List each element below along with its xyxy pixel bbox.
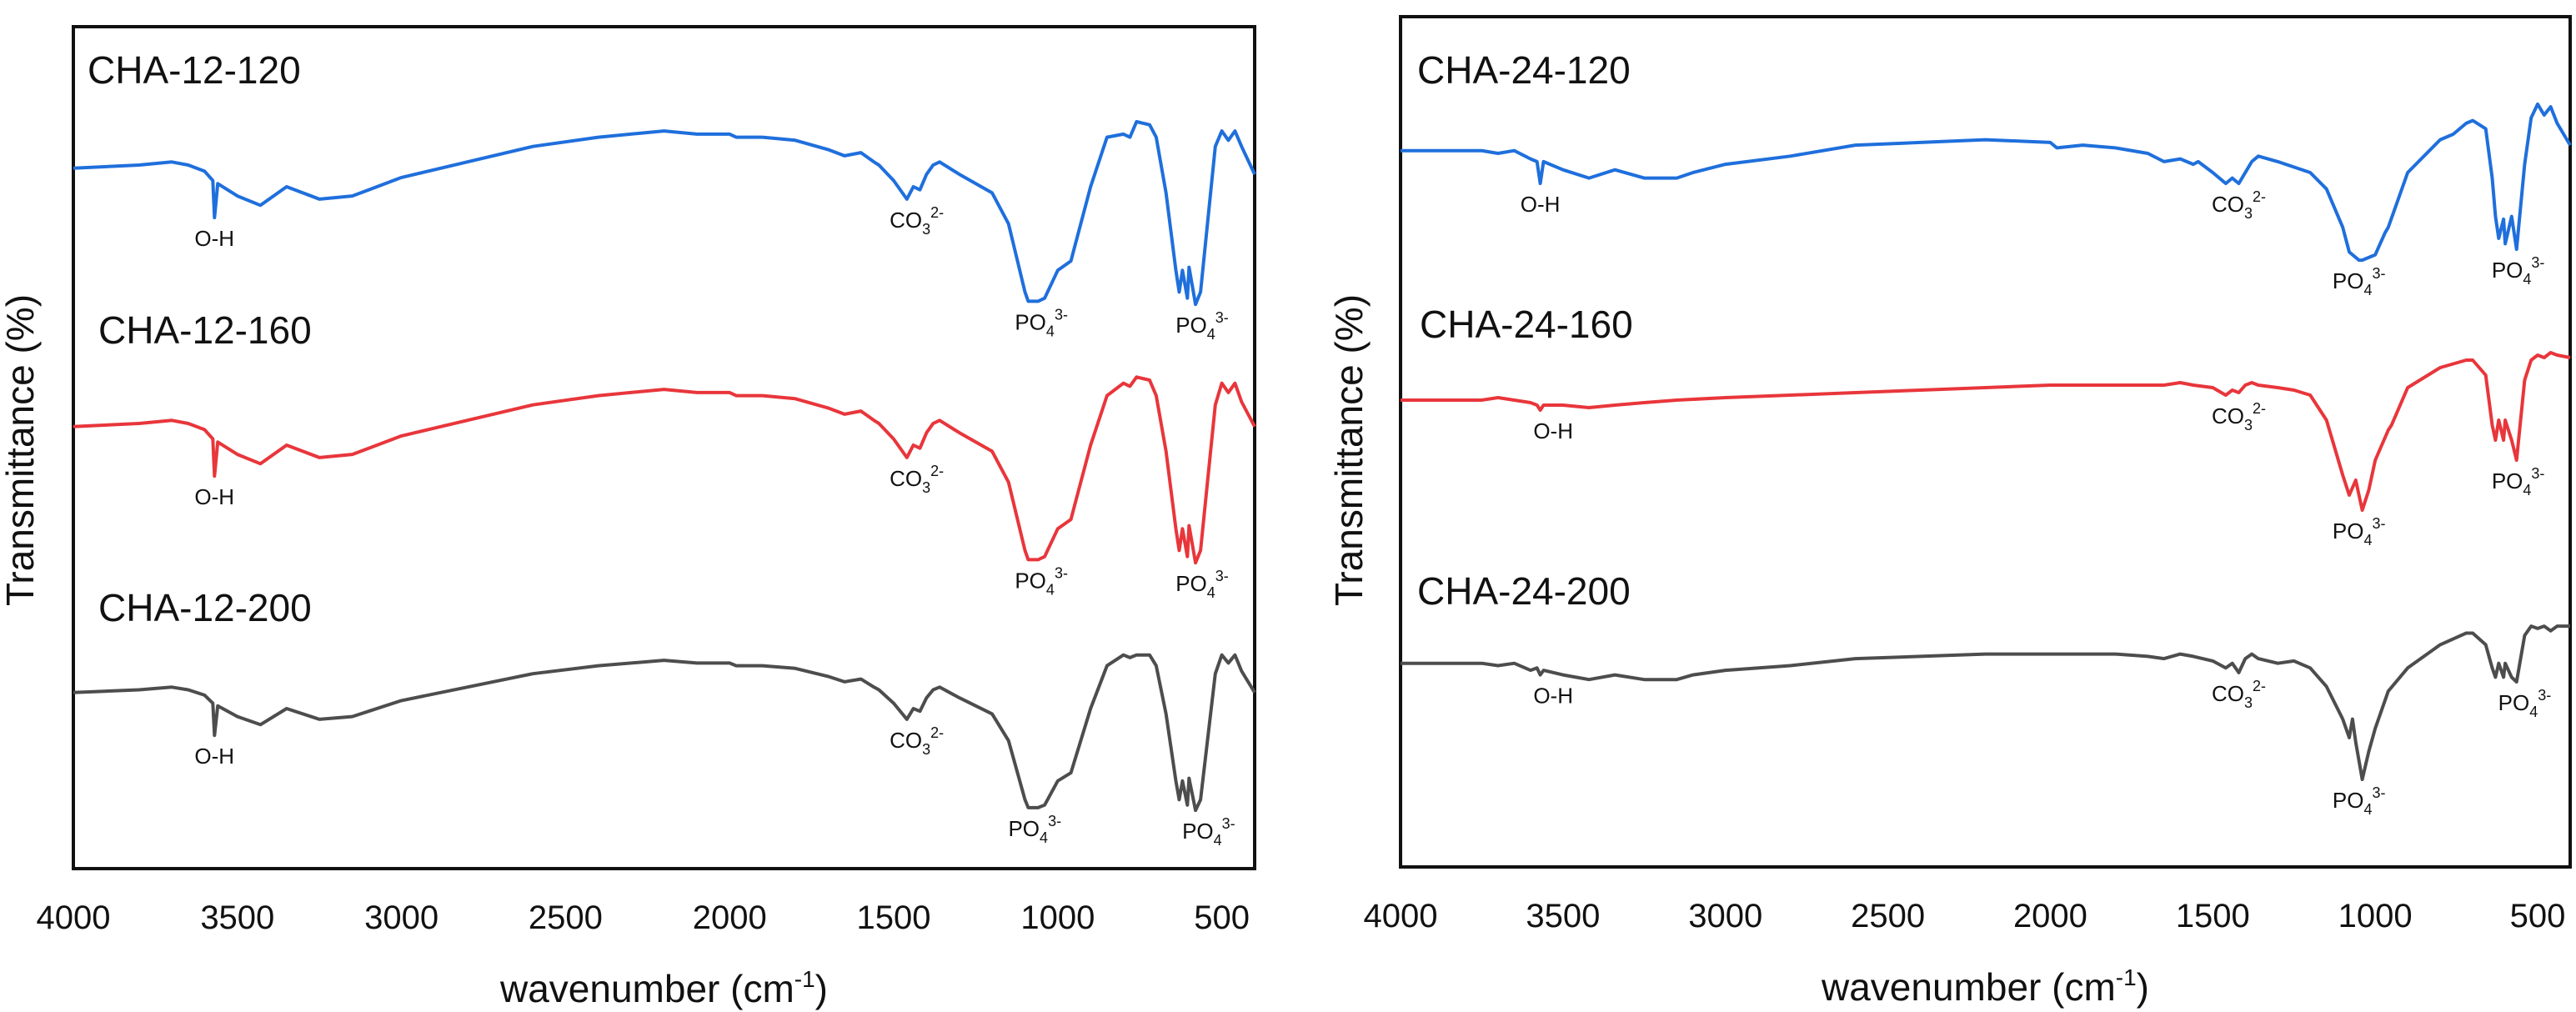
series-label-cha-12-200: CHA-12-200 <box>98 586 312 629</box>
peak-annotation: CO32- <box>890 463 944 496</box>
peak-annotation: PO43- <box>2333 784 2386 818</box>
series-line-cha-24-120 <box>1401 102 2572 263</box>
peak-annotation: PO43- <box>2333 515 2386 549</box>
x-axis-label: wavenumber (cm-1) <box>1821 964 2149 1009</box>
panel-left-cha-12: 4000 3500 3000 2500 2000 1500 1000 500 wavenumbe… <box>0 25 1256 1010</box>
series-line-cha-12-200 <box>73 653 1256 813</box>
x-tick-label: 500 <box>1194 899 1250 936</box>
x-tick-label: 500 <box>2510 898 2566 934</box>
peak-annotation: CO32- <box>2212 188 2266 222</box>
peak-annotation: PO43- <box>1175 309 1229 343</box>
x-tick-label: 4000 <box>37 899 111 936</box>
peak-annotation: PO43- <box>1015 564 1068 598</box>
series-line-cha-12-120 <box>73 120 1256 307</box>
y-axis-label: Transmittance (%) <box>1327 294 1371 606</box>
series-label-cha-24-200: CHA-24-200 <box>1417 569 1631 613</box>
y-axis-label: Transmittance (%) <box>0 294 42 606</box>
peak-annotation: PO43- <box>1015 306 1068 339</box>
peak-annotation: PO43- <box>2492 254 2545 288</box>
x-tick-label: 1500 <box>2176 898 2250 934</box>
x-tick-label: 2000 <box>693 899 767 936</box>
peak-annotation: PO43- <box>2492 465 2545 498</box>
x-tick-label: 1000 <box>1020 899 1095 936</box>
peak-annotation: CO32- <box>890 204 944 238</box>
x-tick-label: 2500 <box>1851 898 1925 934</box>
x-tick-label: 3000 <box>364 899 439 936</box>
x-tick-label: 1000 <box>2338 898 2413 934</box>
series-line-cha-24-160 <box>1401 351 2571 512</box>
peak-annotation: PO43- <box>1008 813 1061 846</box>
x-tick-label: 1500 <box>857 899 931 936</box>
series-line-cha-12-160 <box>73 375 1256 565</box>
x-tick-label: 2500 <box>529 899 603 936</box>
series-label-cha-12-120: CHA-12-120 <box>88 48 301 92</box>
peak-annotation: PO43- <box>2498 687 2552 720</box>
peak-annotation: O-H <box>194 744 234 769</box>
peak-annotation: PO43- <box>1175 568 1229 601</box>
series-label-cha-24-160: CHA-24-160 <box>1420 303 1633 346</box>
x-tick-label: 3500 <box>200 899 274 936</box>
series-label-cha-12-160: CHA-12-160 <box>98 308 312 352</box>
peak-annotation: CO32- <box>890 724 944 758</box>
series-line-cha-24-200 <box>1401 624 2570 781</box>
peak-annotation: O-H <box>1533 418 1573 443</box>
panel-right-cha-24: 4000 3500 3000 2500 2000 1500 1000 500 wavenumbe… <box>1327 15 2572 1009</box>
peak-annotation: O-H <box>1521 192 1561 217</box>
x-tick-label: 2000 <box>2013 898 2087 934</box>
x-axis-label: wavenumber (cm-1) <box>499 966 828 1010</box>
peak-annotation: CO32- <box>2212 400 2266 433</box>
peak-annotation: CO32- <box>2212 678 2266 711</box>
plot-frame <box>1399 15 2572 869</box>
peak-annotation: PO43- <box>1182 815 1235 849</box>
peak-annotation: O-H <box>1533 684 1573 709</box>
peak-annotation: PO43- <box>2333 265 2386 298</box>
peak-annotation: O-H <box>194 226 234 251</box>
plot-frame <box>72 25 1256 870</box>
x-tick-label: 3000 <box>1688 898 1762 934</box>
x-tick-label: 4000 <box>1364 898 1438 934</box>
series-label-cha-24-120: CHA-24-120 <box>1417 48 1631 92</box>
x-tick-label: 3500 <box>1526 898 1600 934</box>
peak-annotation: O-H <box>194 484 234 509</box>
